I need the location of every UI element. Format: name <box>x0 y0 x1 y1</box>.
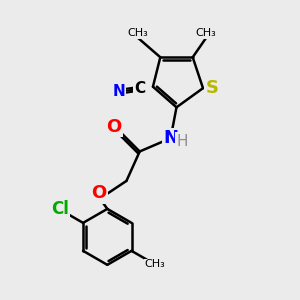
Text: C: C <box>134 81 146 96</box>
Text: CH₃: CH₃ <box>145 260 165 269</box>
Text: CH₃: CH₃ <box>196 28 216 38</box>
Text: H: H <box>176 134 188 149</box>
Text: N: N <box>112 84 125 99</box>
Text: CH₃: CH₃ <box>128 28 148 38</box>
Text: S: S <box>206 79 219 97</box>
Text: N: N <box>163 129 178 147</box>
Text: O: O <box>106 118 122 136</box>
Text: Cl: Cl <box>51 200 69 218</box>
Text: O: O <box>91 184 106 202</box>
